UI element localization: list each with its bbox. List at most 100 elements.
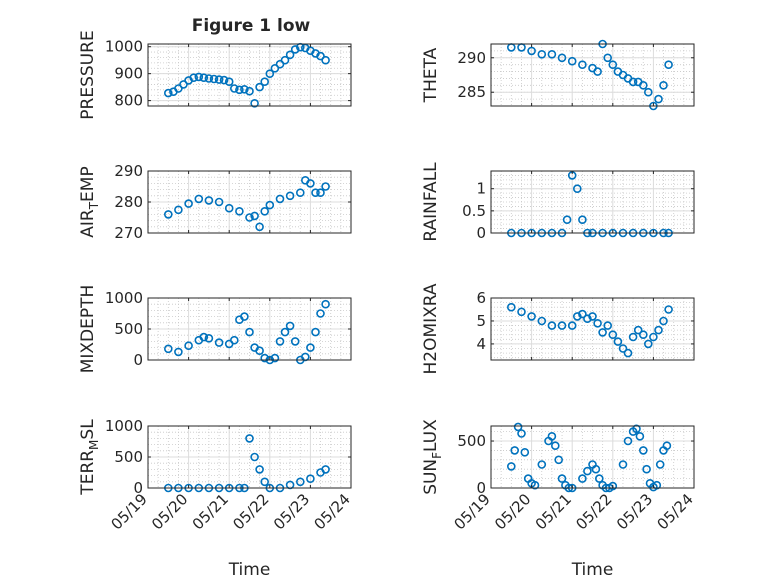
- data-point: [280, 55, 290, 65]
- x-tick-label: 05/22: [229, 490, 272, 533]
- data-point: [321, 55, 330, 65]
- data-point: [643, 339, 653, 349]
- data-series: [506, 39, 673, 111]
- data-point: [628, 332, 638, 342]
- data-point: [260, 77, 270, 86]
- y-tick-label: 4: [476, 335, 486, 353]
- data-point: [506, 462, 516, 471]
- data-point: [316, 188, 325, 197]
- data-point: [659, 81, 668, 90]
- data-point: [513, 422, 523, 432]
- data-point: [235, 85, 244, 95]
- data-point: [184, 199, 193, 208]
- data-point: [255, 82, 264, 92]
- data-point: [240, 85, 249, 94]
- data-point: [306, 343, 315, 352]
- data-point: [245, 327, 254, 337]
- data-point: [537, 316, 547, 326]
- y-tick-label: 1000: [105, 417, 143, 435]
- y-axis-label: H2OMIXRA: [421, 283, 441, 374]
- data-point: [659, 316, 668, 326]
- data-point: [174, 347, 183, 357]
- data-point: [557, 53, 567, 63]
- y-tick-label: 0: [476, 479, 486, 497]
- data-point: [608, 481, 618, 491]
- subplot-1: 800 900 1000 PRESSURE: [78, 30, 352, 120]
- data-point: [316, 51, 325, 61]
- x-tick-label: 05/19: [451, 490, 494, 533]
- data-series: [164, 299, 330, 365]
- y-tick-label: 500: [114, 320, 143, 338]
- axes-box: [490, 43, 695, 107]
- data-point: [613, 337, 623, 346]
- y-tick-label: 285: [457, 83, 486, 101]
- data-point: [628, 77, 638, 87]
- data-point: [270, 64, 280, 73]
- data-point: [255, 346, 264, 356]
- data-point: [506, 302, 516, 312]
- data-point: [572, 184, 582, 193]
- data-point: [649, 332, 658, 342]
- data-point: [608, 330, 618, 340]
- y-tick-label: 0: [133, 351, 143, 369]
- data-point: [567, 56, 577, 66]
- data-point: [623, 348, 633, 358]
- data-point: [527, 312, 536, 321]
- axes-box: [147, 43, 352, 107]
- data-point: [547, 49, 557, 59]
- data-point: [260, 353, 270, 363]
- data-point: [275, 337, 285, 346]
- data-point: [265, 69, 275, 78]
- data-point: [199, 73, 209, 82]
- data-point: [608, 60, 618, 69]
- data-point: [306, 474, 315, 484]
- data-point: [285, 321, 295, 331]
- y-tick-label: 500: [114, 448, 143, 466]
- data-point: [174, 84, 183, 93]
- data-point: [593, 318, 602, 328]
- data-point: [664, 305, 673, 314]
- data-point: [275, 194, 285, 204]
- data-point: [189, 73, 198, 82]
- data-point: [583, 314, 592, 324]
- data-point: [517, 429, 526, 438]
- data-point: [224, 77, 234, 86]
- data-point: [623, 436, 633, 446]
- data-point: [265, 200, 275, 210]
- data-point: [199, 332, 209, 342]
- data-point: [598, 328, 607, 337]
- x-tick-label: 05/21: [532, 490, 575, 533]
- data-point: [578, 60, 587, 69]
- data-point: [321, 182, 330, 191]
- y-tick-label: 500: [457, 432, 486, 450]
- data-point: [214, 75, 224, 84]
- y-axis-label: TERRMSL: [78, 419, 101, 496]
- subplot-5: 0 500 1000 MIXDEPTH: [78, 285, 352, 373]
- y-tick-label: 800: [114, 92, 143, 110]
- subplot-8: 0 500 SUNFLUX 05/1905/2005/2105/2205/2305/2…: [421, 419, 697, 580]
- data-point: [588, 312, 597, 321]
- data-point: [255, 222, 264, 232]
- data-point: [520, 447, 530, 457]
- data-point: [638, 330, 648, 340]
- data-point: [270, 353, 280, 363]
- data-point: [260, 477, 270, 487]
- data-point: [240, 312, 249, 321]
- data-point: [204, 333, 214, 343]
- data-point: [306, 179, 315, 188]
- data-point: [642, 464, 651, 474]
- data-point: [174, 205, 183, 215]
- subplot-3: 270 280 290 AIRTEMP: [78, 162, 352, 242]
- data-point: [537, 49, 547, 59]
- y-tick-label: 1: [476, 180, 486, 198]
- data-point: [204, 196, 214, 205]
- data-point: [654, 325, 663, 335]
- y-tick-label: 5: [476, 312, 486, 330]
- data-point: [633, 325, 643, 335]
- data-series: [164, 176, 330, 232]
- data-point: [194, 72, 204, 82]
- data-point: [194, 194, 204, 204]
- y-tick-label: 6: [476, 289, 486, 307]
- y-tick-label: 0: [476, 224, 486, 242]
